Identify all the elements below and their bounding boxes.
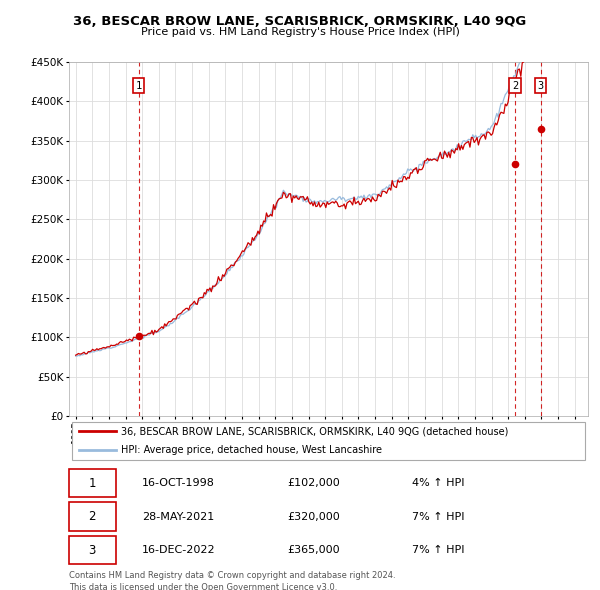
Text: 1: 1: [89, 477, 96, 490]
Text: £365,000: £365,000: [287, 545, 340, 555]
Text: 4% ↑ HPI: 4% ↑ HPI: [412, 478, 464, 488]
Text: 16-DEC-2022: 16-DEC-2022: [142, 545, 215, 555]
Text: 28-MAY-2021: 28-MAY-2021: [142, 512, 214, 522]
Text: 7% ↑ HPI: 7% ↑ HPI: [412, 512, 464, 522]
Text: 7% ↑ HPI: 7% ↑ HPI: [412, 545, 464, 555]
Text: 2: 2: [89, 510, 96, 523]
Text: Contains HM Land Registry data © Crown copyright and database right 2024.
This d: Contains HM Land Registry data © Crown c…: [69, 571, 395, 590]
Text: £102,000: £102,000: [287, 478, 340, 488]
Text: 2: 2: [512, 81, 518, 90]
Text: £320,000: £320,000: [287, 512, 340, 522]
Text: 36, BESCAR BROW LANE, SCARISBRICK, ORMSKIRK, L40 9QG: 36, BESCAR BROW LANE, SCARISBRICK, ORMSK…: [73, 15, 527, 28]
Text: 3: 3: [89, 543, 96, 556]
FancyBboxPatch shape: [69, 536, 116, 565]
FancyBboxPatch shape: [71, 422, 586, 460]
Text: 36, BESCAR BROW LANE, SCARISBRICK, ORMSKIRK, L40 9QG (detached house): 36, BESCAR BROW LANE, SCARISBRICK, ORMSK…: [121, 426, 508, 436]
Text: Price paid vs. HM Land Registry's House Price Index (HPI): Price paid vs. HM Land Registry's House …: [140, 27, 460, 37]
Text: 3: 3: [538, 81, 544, 90]
FancyBboxPatch shape: [69, 469, 116, 497]
FancyBboxPatch shape: [69, 503, 116, 531]
Text: 1: 1: [136, 81, 142, 90]
Text: HPI: Average price, detached house, West Lancashire: HPI: Average price, detached house, West…: [121, 445, 382, 455]
Text: 16-OCT-1998: 16-OCT-1998: [142, 478, 215, 488]
